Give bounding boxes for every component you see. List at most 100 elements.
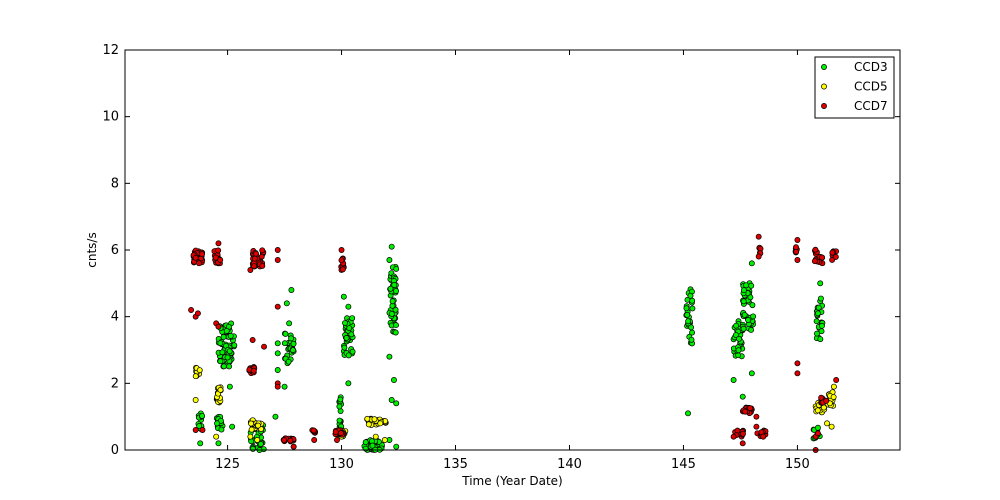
- legend-marker: [821, 103, 827, 109]
- data-point: [290, 347, 296, 354]
- data-point: [227, 332, 234, 339]
- data-point: [214, 420, 221, 427]
- data-point: [231, 342, 238, 349]
- x-axis-label: Time (Year Date): [461, 474, 562, 488]
- data-point: [393, 265, 400, 272]
- data-point: [740, 430, 746, 437]
- data-point: [345, 303, 352, 310]
- data-point: [748, 260, 755, 267]
- legend-marker: [821, 64, 827, 70]
- data-point: [310, 427, 317, 434]
- data-point: [753, 423, 760, 430]
- data-point: [753, 413, 760, 420]
- data-point: [391, 282, 398, 288]
- data-point: [261, 343, 267, 350]
- legend-label: CCD3: [854, 60, 888, 74]
- data-point: [345, 380, 352, 387]
- data-point: [255, 422, 261, 429]
- data-point: [740, 298, 747, 305]
- x-tick-label: 145: [671, 457, 696, 472]
- data-point: [794, 257, 801, 263]
- data-point: [793, 244, 799, 251]
- data-point: [217, 257, 224, 263]
- data-point: [288, 335, 295, 342]
- y-tick-label: 2: [111, 376, 119, 391]
- legend-label: CCD5: [854, 80, 888, 94]
- data-point: [251, 263, 258, 270]
- data-point: [760, 433, 767, 440]
- data-point: [684, 311, 691, 318]
- data-point: [381, 437, 388, 443]
- data-point: [730, 433, 737, 440]
- data-point: [194, 310, 201, 317]
- data-point: [683, 305, 690, 312]
- data-point: [251, 255, 258, 262]
- data-point: [819, 254, 826, 261]
- data-point: [247, 267, 254, 273]
- legend: CCD3 CCD5 CCD7: [814, 56, 895, 119]
- legend-box: [814, 56, 895, 119]
- data-point: [747, 294, 754, 301]
- data-point: [365, 421, 372, 428]
- data-point: [223, 327, 230, 334]
- data-point: [220, 334, 227, 340]
- data-point: [274, 303, 281, 310]
- data-point: [339, 266, 346, 273]
- data-point: [248, 426, 255, 433]
- data-point: [823, 397, 830, 404]
- x-tick-label: 130: [329, 457, 354, 472]
- data-point: [215, 440, 222, 447]
- data-point: [259, 262, 266, 269]
- data-point: [257, 441, 264, 447]
- x-tick-label: 125: [215, 457, 240, 472]
- data-point: [217, 358, 224, 365]
- legend-label: CCD7: [854, 99, 888, 113]
- data-point: [388, 243, 395, 250]
- series-ccd3: [195, 243, 826, 453]
- data-point: [741, 287, 747, 294]
- data-point: [687, 292, 694, 299]
- data-point: [389, 298, 396, 305]
- data-point: [388, 397, 395, 403]
- data-point: [371, 416, 378, 423]
- x-tick-label: 150: [785, 457, 810, 472]
- data-point: [815, 304, 822, 311]
- data-point: [343, 335, 350, 341]
- y-tick-label: 0: [111, 443, 119, 458]
- data-point: [196, 260, 203, 267]
- y-tick-label: 6: [111, 243, 119, 258]
- data-point: [794, 360, 801, 367]
- data-point: [733, 322, 740, 329]
- data-marks: [188, 233, 840, 453]
- data-point: [272, 413, 279, 420]
- data-point: [199, 251, 205, 258]
- data-point: [685, 410, 691, 417]
- data-point: [311, 437, 318, 443]
- data-point: [192, 427, 199, 433]
- data-point: [217, 340, 224, 347]
- data-point: [812, 246, 819, 253]
- data-point: [755, 233, 762, 240]
- y-tick-label: 12: [102, 43, 119, 58]
- data-point: [372, 433, 379, 440]
- data-point: [388, 310, 395, 317]
- data-point: [828, 423, 835, 430]
- data-point: [386, 353, 393, 360]
- data-point: [218, 426, 225, 433]
- data-point: [332, 428, 339, 435]
- data-point: [346, 325, 353, 332]
- data-point: [336, 403, 343, 410]
- data-point: [794, 370, 801, 377]
- legend-marker: [821, 83, 827, 90]
- data-point: [337, 396, 344, 403]
- data-point: [196, 367, 203, 374]
- x-tick-label: 140: [557, 457, 582, 472]
- data-point: [349, 348, 356, 355]
- data-point: [188, 307, 195, 313]
- data-point: [274, 367, 281, 373]
- data-point: [253, 250, 259, 257]
- data-point: [393, 288, 399, 294]
- data-point: [290, 443, 297, 450]
- data-point: [196, 423, 203, 429]
- series-ccd7: [188, 233, 840, 453]
